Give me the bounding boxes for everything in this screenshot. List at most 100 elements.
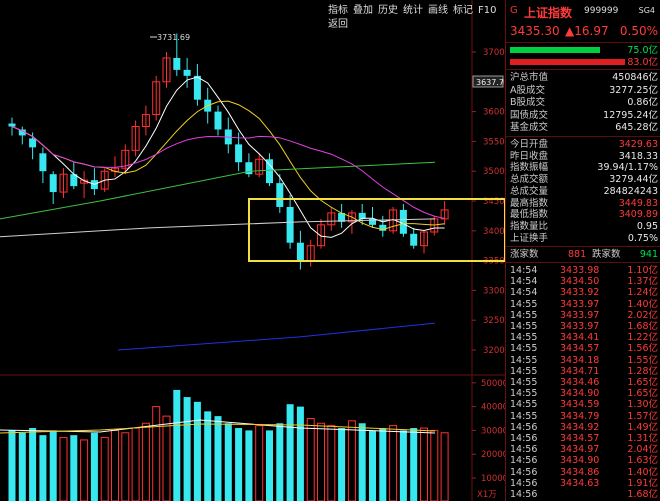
tick-cell: 14:56 (510, 466, 538, 478)
tick-cell: 14:56 (510, 455, 538, 467)
last-price: 3435.30 (510, 24, 560, 38)
candle-body (266, 159, 273, 184)
tick-cell: 3434.97 (560, 444, 600, 456)
stat-label: 最高指数 (510, 197, 549, 209)
candle-body (8, 123, 16, 127)
vol-unit-label: X1万 (477, 490, 497, 500)
vol-tick-label: 10000 (481, 474, 505, 484)
volume-bar (29, 428, 37, 501)
tick-cell: 1.37亿 (627, 276, 658, 288)
tick-row: 14:55 3434.41 1.22亿 (510, 332, 660, 344)
candle-body (152, 81, 161, 116)
tick-cell: 3434.59 (560, 399, 600, 411)
candle-body (39, 153, 47, 172)
tick-row: 14:54 3433.98 1.10亿 (510, 265, 660, 277)
vol-tick-label: 50000 (481, 379, 505, 389)
volume-bar (276, 423, 284, 501)
stat-value: 3409.89 (618, 209, 658, 221)
stat-label: 指数振幅 (510, 162, 549, 174)
candle-body (18, 129, 26, 136)
toolbar-history[interactable]: 历史 (378, 5, 398, 16)
kline-chart[interactable]: 3700365036003550350034503400335033003250… (0, 0, 505, 501)
toolbar-overlay[interactable]: 叠加 (353, 5, 373, 16)
gear-icon[interactable]: G (510, 5, 518, 16)
candle-body (235, 144, 243, 163)
tick-cell: 1.65亿 (627, 388, 658, 400)
candle-body (121, 149, 130, 169)
candle-body (440, 209, 449, 220)
tick-cell: 3434.46 (560, 377, 600, 388)
tick-cell: 3434.90 (560, 455, 600, 467)
volume-bar (379, 428, 387, 501)
stat-row: 总成交量 284824243 (510, 186, 660, 198)
stat-label: 上证换手 (510, 232, 549, 244)
candle-body (286, 206, 294, 243)
tick-cell: 14:55 (510, 309, 538, 321)
y-tick-label: 3600 (483, 108, 505, 118)
current-price-label: 3637.7 (476, 78, 504, 87)
vol-tick-label: 40000 (481, 403, 505, 413)
tick-cell: 14:56 (510, 477, 538, 489)
kline-chart-area[interactable]: 3700365036003550350034503400335033003250… (0, 0, 505, 501)
tick-cell: 14:55 (510, 388, 538, 400)
candle-body (29, 138, 37, 148)
toolbar-back[interactable]: 返回 (328, 19, 348, 30)
toolbar-mark[interactable]: 标记 (453, 5, 473, 16)
tick-cell: 14:55 (510, 332, 538, 344)
tick-row: 14:55 3434.79 1.57亿 (510, 411, 660, 423)
tick-row: 14:56 3434.97 2.04亿 (510, 444, 660, 456)
updown-row: 涨家数 881 跌家数 941 (510, 249, 658, 260)
stat-value: 3449.83 (618, 197, 658, 209)
candle-body (255, 158, 264, 175)
y-tick-label: 3500 (483, 167, 505, 177)
stat-row: 指数量比 0.95 (510, 221, 660, 233)
tick-cell: 3434.86 (560, 466, 600, 478)
tick-cell: 1.63亿 (627, 455, 658, 467)
volume-bar (358, 423, 366, 501)
stat-label: B股成交 (510, 97, 546, 109)
tick-cell: 3433.92 (560, 287, 600, 299)
tick-cell: 14:55 (510, 410, 538, 422)
tick-row: 14:56 3434.92 1.49亿 (510, 422, 660, 434)
candle-body (70, 174, 78, 187)
volume-bar (410, 428, 418, 501)
stat-value: 284824243 (603, 185, 658, 197)
volume-bar (141, 422, 150, 501)
candle-body (399, 209, 407, 234)
tick-cell: 14:55 (510, 399, 538, 411)
toolbar-f10[interactable]: F10 (478, 5, 497, 16)
y-tick-label: 3200 (483, 346, 505, 356)
stat-label: 总成交额 (510, 174, 549, 186)
stat-row: A股成交 3277.25亿 (510, 85, 660, 97)
stat-label: 指数量比 (510, 220, 549, 232)
tick-cell: 3434.18 (560, 354, 600, 366)
stat-value: 0.75% (627, 232, 658, 244)
toolbar-draw[interactable]: 画线 (428, 5, 448, 16)
volume-bar (266, 430, 273, 501)
sg-label: SG4 (638, 6, 655, 15)
tick-cell: 14:54 (510, 265, 538, 276)
candle-body (420, 231, 428, 247)
candle-body (193, 75, 201, 100)
stat-label: 今日开盘 (510, 139, 549, 150)
tick-cell: 14:55 (510, 343, 538, 355)
y-tick-label: 3450 (483, 197, 505, 207)
tick-cell: 14:56 (510, 489, 538, 500)
vol-tick-label: 30000 (481, 426, 505, 436)
tick-row: 14:55 3433.97 2.02亿 (510, 310, 660, 322)
tick-row: 14:55 3433.97 1.68亿 (510, 321, 660, 333)
tick-cell: 14:55 (510, 321, 538, 332)
stat-row: 国债成交 12795.24亿 (510, 110, 660, 122)
tick-cell: 2.02亿 (627, 309, 658, 321)
stat-label: A股成交 (510, 84, 545, 96)
tick-row: 14:55 3434.18 1.55亿 (510, 355, 660, 367)
stat-value: 3277.25亿 (609, 84, 658, 96)
tick-row: 14:55 3433.97 1.40亿 (510, 299, 660, 311)
tick-cell: 1.22亿 (627, 332, 658, 344)
stat-value: 645.28亿 (615, 122, 658, 134)
volume-bar (440, 432, 449, 501)
toolbar-indicator[interactable]: 指标 (328, 5, 348, 16)
candle-body (379, 224, 387, 231)
stat-row: 基金成交 645.28亿 (510, 122, 660, 134)
toolbar-stats[interactable]: 统计 (403, 5, 423, 16)
